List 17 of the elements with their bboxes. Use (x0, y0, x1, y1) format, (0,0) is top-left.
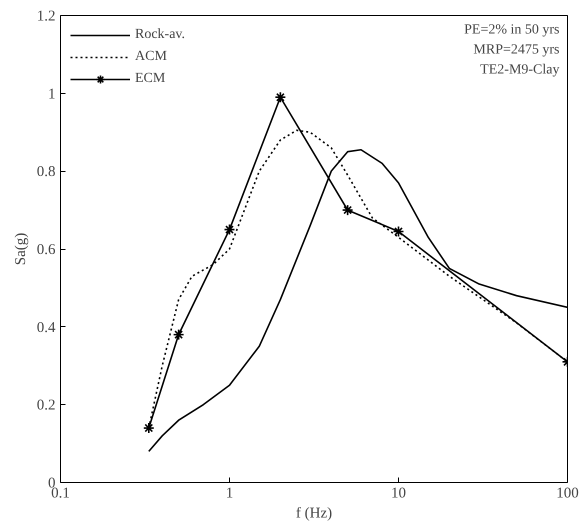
x-axis-title: f (Hz) (296, 506, 332, 522)
legend-label: Rock-av. (135, 27, 186, 43)
legend-label: ECM (135, 71, 166, 87)
y-tick-label: 0.8 (36, 164, 56, 180)
annotation: TE2-M9-Clay (480, 62, 560, 78)
x-tick-label: 100 (556, 486, 579, 502)
x-tick-label: 1 (226, 486, 234, 502)
x-tick-label: 10 (391, 486, 406, 502)
y-tick-label: 0.2 (36, 398, 56, 414)
annotation: MRP=2475 yrs (473, 42, 560, 58)
y-tick-label: 0.4 (36, 320, 56, 336)
y-tick-label: 1.2 (36, 8, 56, 24)
y-tick-label: 1 (48, 86, 56, 102)
y-axis-title: Sa(g) (12, 232, 29, 266)
legend-label: ACM (135, 49, 167, 65)
y-tick-label: 0.6 (36, 242, 56, 258)
annotation: PE=2% in 50 yrs (464, 22, 560, 38)
